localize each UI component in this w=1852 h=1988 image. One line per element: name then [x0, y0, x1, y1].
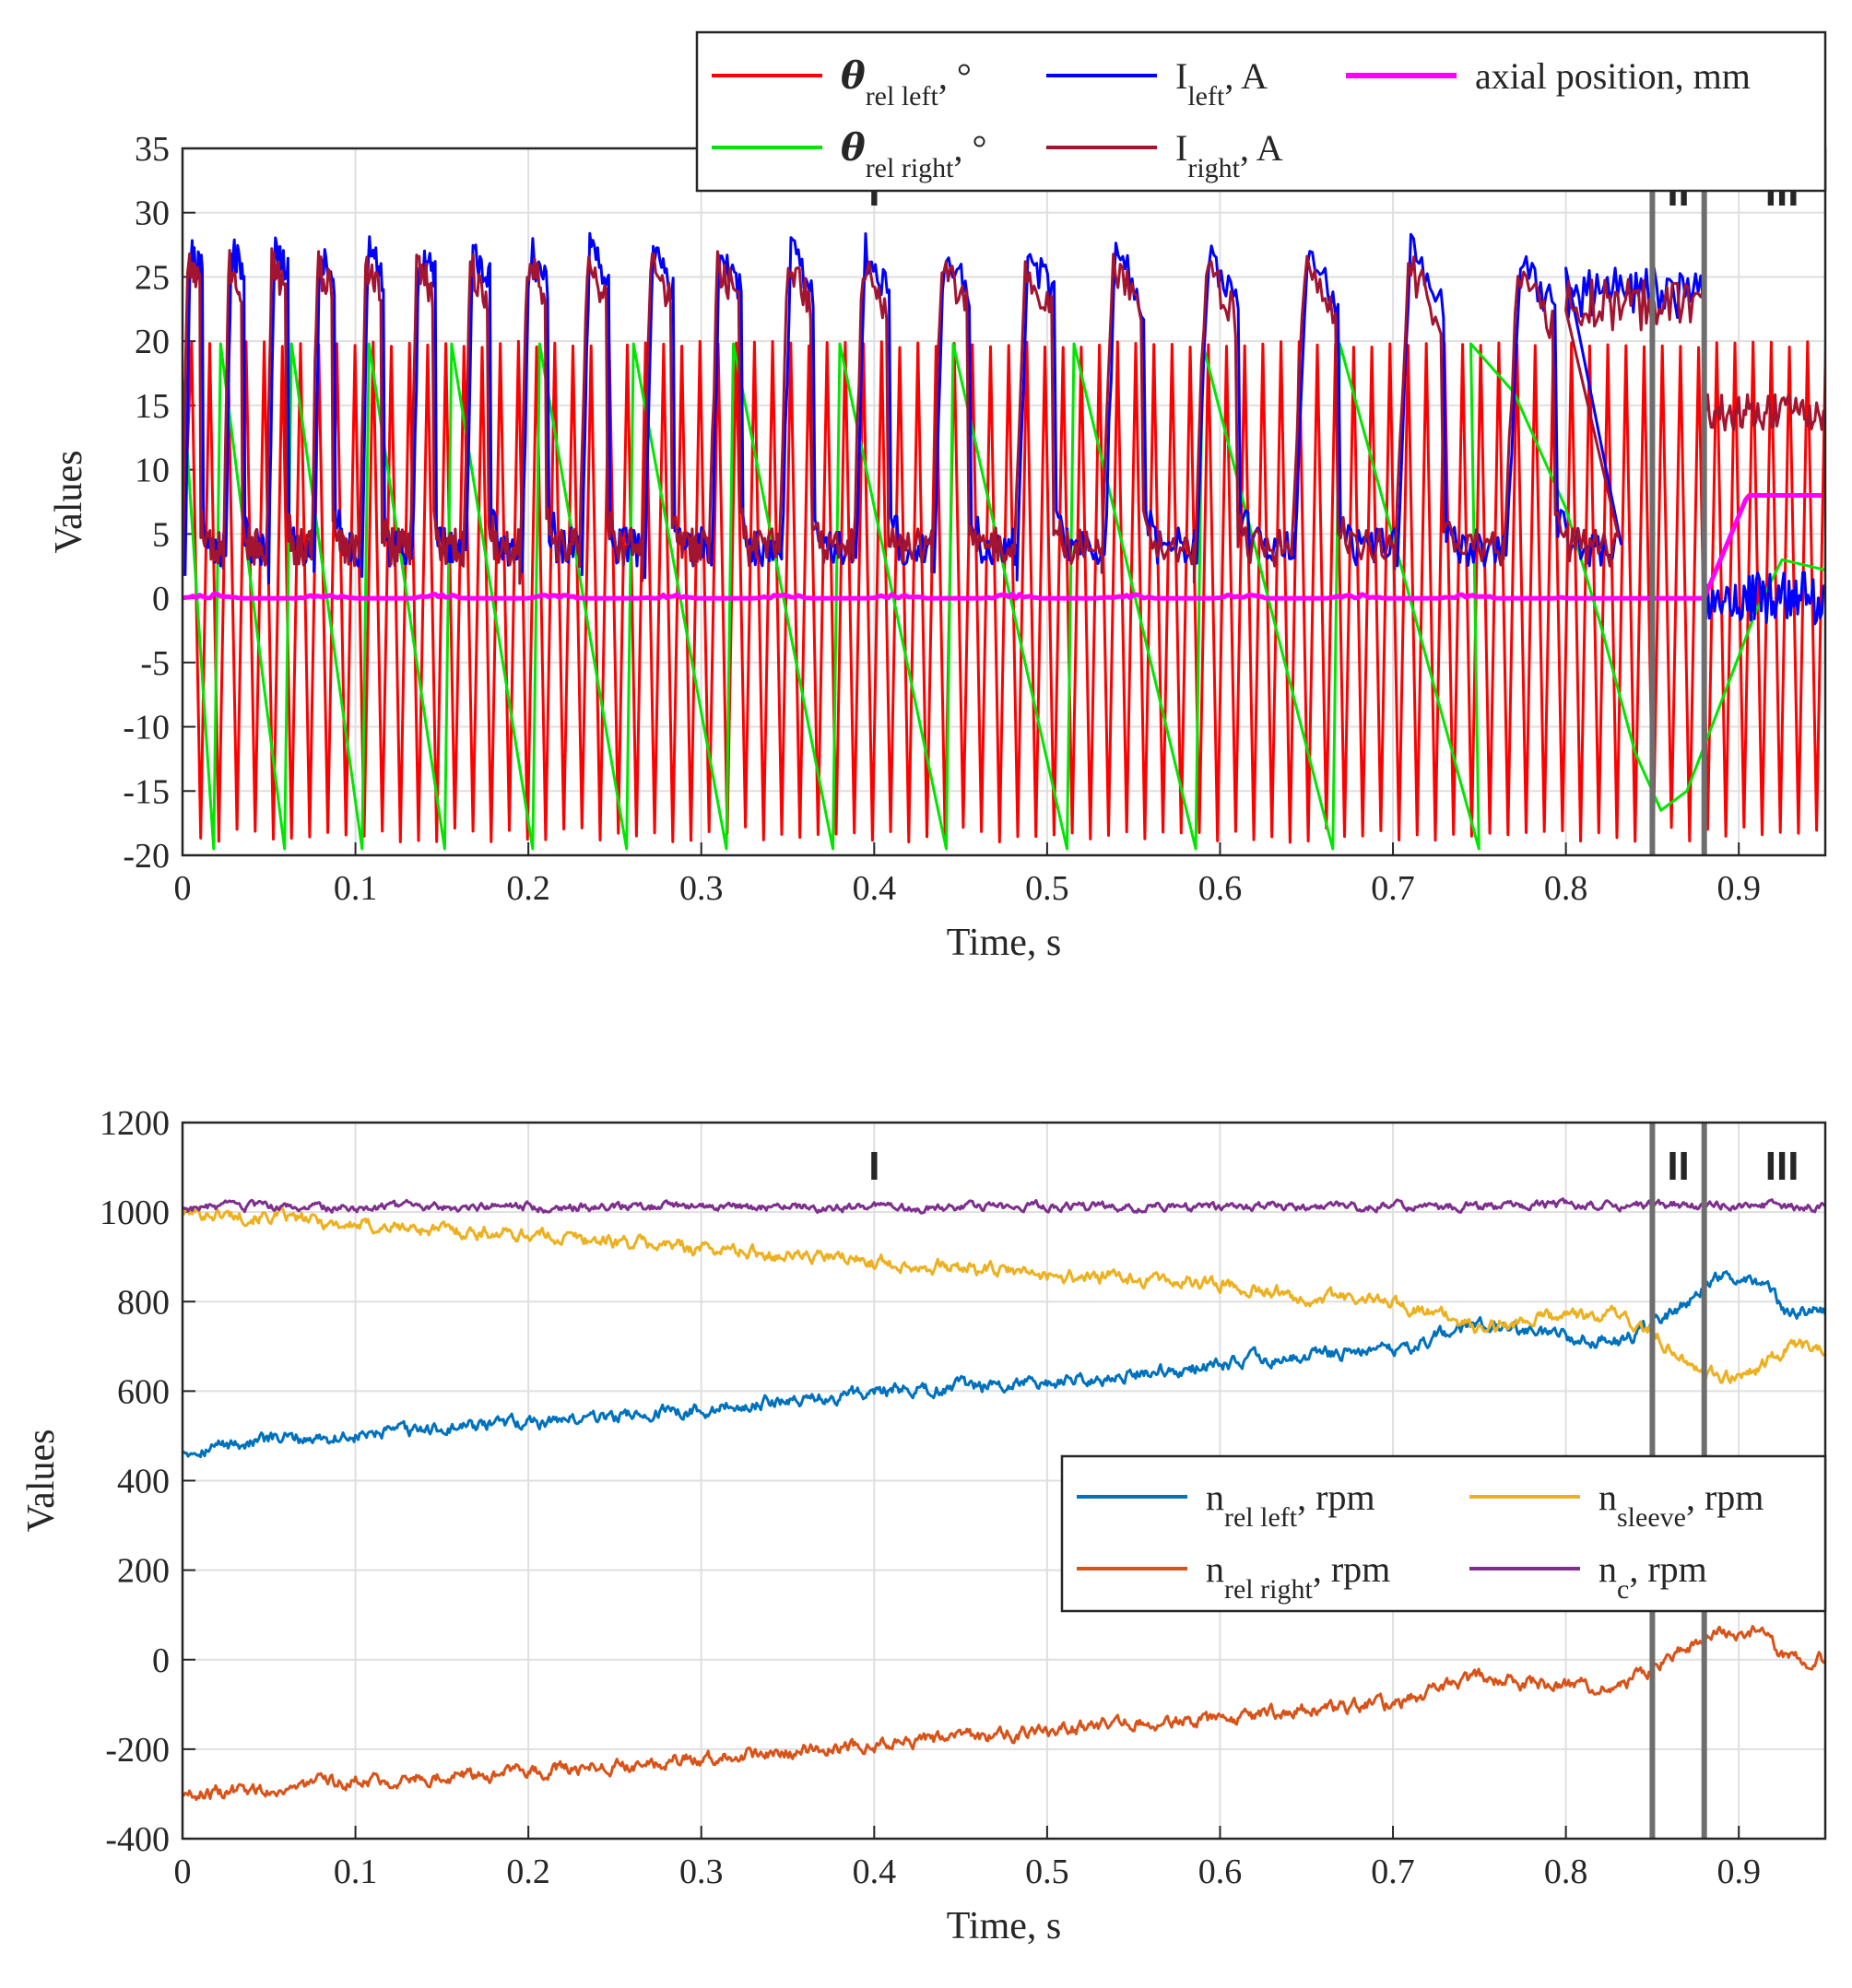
y-tick-label: 20: [135, 323, 170, 361]
x-tick-label: 0.4: [853, 1853, 897, 1891]
legend-label: θrel left, °: [841, 54, 972, 112]
y-tick-label: 35: [135, 130, 170, 169]
x-tick-label: 0.1: [334, 869, 378, 908]
x-tick-label: 0: [174, 869, 192, 908]
y-tick-label: 400: [117, 1463, 170, 1501]
x-axis-label: Time, s: [947, 1905, 1062, 1947]
x-tick-label: 0.1: [334, 1853, 378, 1891]
x-tick-label: 0.7: [1371, 1853, 1415, 1891]
legend-label-tail: , °: [954, 127, 987, 169]
legend-label-tail: , A: [1224, 55, 1268, 97]
y-tick-label: -5: [140, 644, 170, 683]
y-tick-label: 5: [152, 515, 170, 554]
legend-label-tail: , rpm: [1313, 1548, 1390, 1590]
x-tick-label: 0.6: [1198, 1853, 1243, 1891]
legend-label: θrel right, °: [841, 126, 987, 183]
legend-label: Iright, A: [1175, 127, 1283, 183]
x-tick-label: 0.9: [1716, 869, 1761, 908]
legend-box: [695, 30, 1827, 193]
legend-box: [1060, 1454, 1827, 1613]
y-tick-label: -20: [123, 837, 170, 876]
legend-label-main: n: [1206, 1476, 1224, 1518]
bottom-chart: 0 0.1 0.2 0.3 0.4 0.5 0.6 0.7 0.8 0.9 -400 -200 0 200…: [20, 1104, 1827, 1947]
legend-label-tail: , rpm: [1686, 1476, 1764, 1518]
series-i-right: [183, 247, 1825, 585]
x-tick-label: 0.9: [1716, 1853, 1761, 1891]
legend-label-subscript: left: [1187, 81, 1225, 112]
series-n-rel-right: [183, 1625, 1825, 1802]
legend-label-main: θ: [841, 54, 866, 98]
x-axis-label: Time, s: [947, 922, 1062, 964]
legend-label-subscript: rel left: [866, 81, 939, 112]
y-axis-label: Values: [48, 451, 90, 554]
legend-label-subscript: rel left: [1224, 1502, 1298, 1533]
y-tick-label: 1200: [100, 1104, 170, 1143]
series-n-rel-left: [183, 1270, 1825, 1459]
y-tick-label: 600: [117, 1372, 170, 1411]
legend-label: nrel right, rpm: [1206, 1548, 1390, 1605]
y-tick-label: 15: [135, 387, 170, 426]
legend-label: nc, rpm: [1598, 1548, 1707, 1605]
y-tick-label: 30: [135, 194, 170, 233]
phase-label: I: [868, 1144, 879, 1189]
legend-label-subscript: rel right: [1224, 1574, 1313, 1605]
series-n-c: [183, 1197, 1825, 1215]
legend-label-main: axial position, mm: [1475, 55, 1751, 97]
legend-label-main: I: [1175, 55, 1187, 97]
top-chart: 0 0.1 0.2 0.3 0.4 0.5 0.6 0.7 0.8 0.9 -20 -15 -10 -5 0…: [48, 30, 1827, 964]
legend-label-main: n: [1598, 1548, 1617, 1590]
legend-label-main: θ: [841, 126, 866, 170]
x-tick-label: 0.4: [853, 869, 897, 908]
series-n-sleeve: [183, 1206, 1825, 1384]
y-axis-label: Values: [20, 1429, 63, 1533]
legend-label-tail: , A: [1240, 127, 1283, 169]
x-tick-label: 0.8: [1544, 869, 1588, 908]
y-tick-label: 25: [135, 258, 170, 297]
x-tick-label: 0.3: [679, 1853, 724, 1891]
y-tick-label: -15: [123, 772, 170, 811]
x-tick-label: 0: [174, 1853, 192, 1891]
x-tick-label: 0.2: [506, 869, 550, 908]
legend-label-subscript: rel right: [866, 153, 954, 183]
legend-label-tail: , rpm: [1297, 1476, 1374, 1518]
y-tick-label: -200: [105, 1731, 170, 1770]
legend-label-subscript: right: [1187, 153, 1240, 183]
phase-label: III: [1765, 1144, 1799, 1189]
legend-label: nrel left, rpm: [1206, 1476, 1375, 1533]
x-tick-label: 0.3: [679, 869, 724, 908]
x-tick-label: 0.2: [506, 1853, 550, 1891]
legend-label-tail: , °: [938, 55, 972, 97]
series-group: [183, 231, 1825, 851]
legend-label-subscript: sleeve: [1617, 1502, 1686, 1533]
x-tick-label: 0.7: [1371, 869, 1415, 908]
x-tick-label: 0.5: [1025, 1853, 1069, 1891]
legend-label: Ileft, A: [1175, 55, 1268, 112]
y-tick-label: 0: [152, 580, 170, 618]
x-tick-label: 0.8: [1544, 1853, 1588, 1891]
legend-label: nsleeve, rpm: [1598, 1476, 1764, 1533]
y-tick-label: 0: [152, 1641, 170, 1680]
series-theta-rel-right: [183, 342, 1825, 851]
y-tick-label: 1000: [100, 1194, 170, 1232]
y-tick-label: 800: [117, 1283, 170, 1322]
series-group: [183, 1197, 1825, 1802]
x-tick-label: 0.6: [1198, 869, 1243, 908]
legend-label-tail: , rpm: [1629, 1548, 1706, 1590]
y-tick-label: 10: [135, 452, 170, 490]
legend-label: axial position, mm: [1475, 55, 1751, 97]
phase-label: II: [1667, 1144, 1689, 1189]
legend-label-main: n: [1598, 1476, 1617, 1518]
x-tick-label: 0.5: [1025, 869, 1069, 908]
y-tick-label: -400: [105, 1820, 170, 1859]
y-tick-label: 200: [117, 1552, 170, 1591]
legend-label-subscript: c: [1617, 1574, 1629, 1605]
legend-label-main: I: [1175, 127, 1187, 169]
y-tick-label: -10: [123, 709, 170, 747]
series-axial-position: [183, 493, 1823, 601]
legend-label-main: n: [1206, 1548, 1224, 1590]
